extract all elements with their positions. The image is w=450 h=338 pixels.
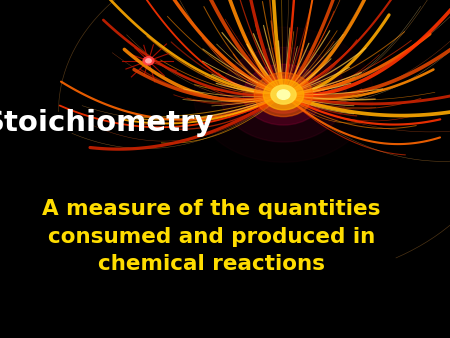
- Circle shape: [277, 90, 290, 99]
- Text: A measure of the quantities
consumed and produced in
chemical reactions: A measure of the quantities consumed and…: [42, 199, 381, 274]
- Circle shape: [194, 27, 374, 162]
- Circle shape: [259, 76, 308, 113]
- Circle shape: [143, 57, 154, 65]
- Circle shape: [243, 64, 324, 125]
- Circle shape: [220, 47, 346, 142]
- Circle shape: [254, 73, 313, 117]
- Circle shape: [263, 79, 304, 110]
- Text: Stoichiometry: Stoichiometry: [0, 110, 214, 137]
- Circle shape: [271, 85, 296, 104]
- Circle shape: [146, 59, 151, 63]
